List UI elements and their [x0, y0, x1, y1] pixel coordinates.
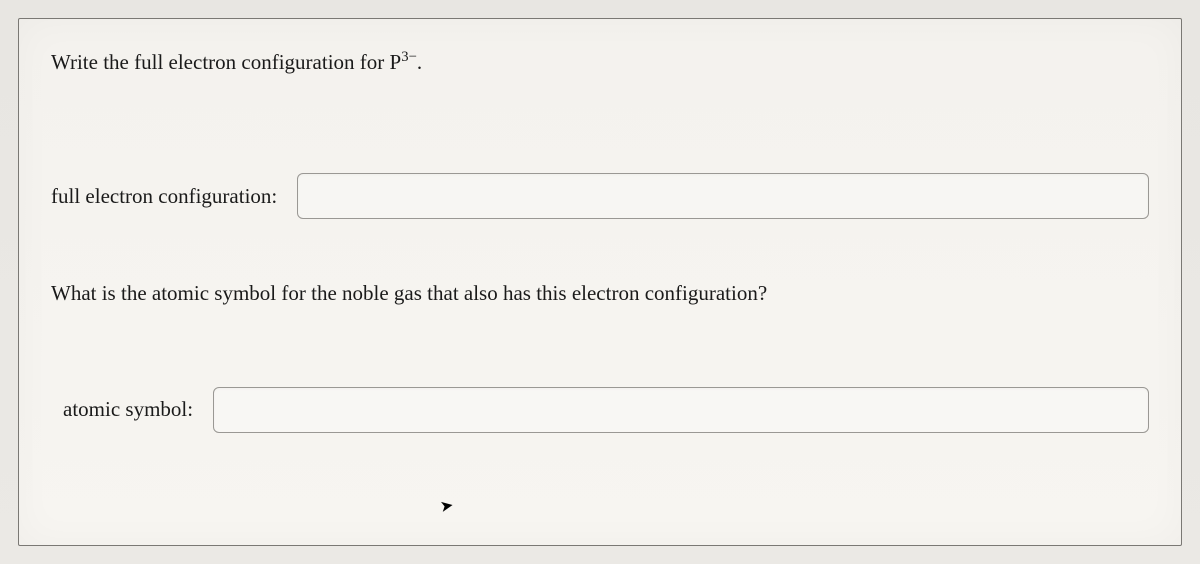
q1-prefix: Write the full electron configuration fo… [51, 50, 390, 74]
electron-configuration-input[interactable] [297, 173, 1149, 219]
atomic-symbol-input[interactable] [213, 387, 1149, 433]
question-panel: Write the full electron configuration fo… [18, 18, 1182, 546]
q1-species-super: 3− [401, 49, 417, 65]
field-2-label: atomic symbol: [63, 397, 193, 422]
field-1-label: full electron configuration: [51, 184, 277, 209]
question-1-text: Write the full electron configuration fo… [51, 47, 1149, 77]
q1-suffix: . [417, 50, 422, 74]
question-2-text: What is the atomic symbol for the noble … [51, 279, 1149, 308]
content-area: Write the full electron configuration fo… [19, 19, 1181, 545]
field-1-row: full electron configuration: [51, 173, 1149, 219]
field-2-row: atomic symbol: [51, 387, 1149, 433]
q1-species-base: P [390, 50, 402, 74]
